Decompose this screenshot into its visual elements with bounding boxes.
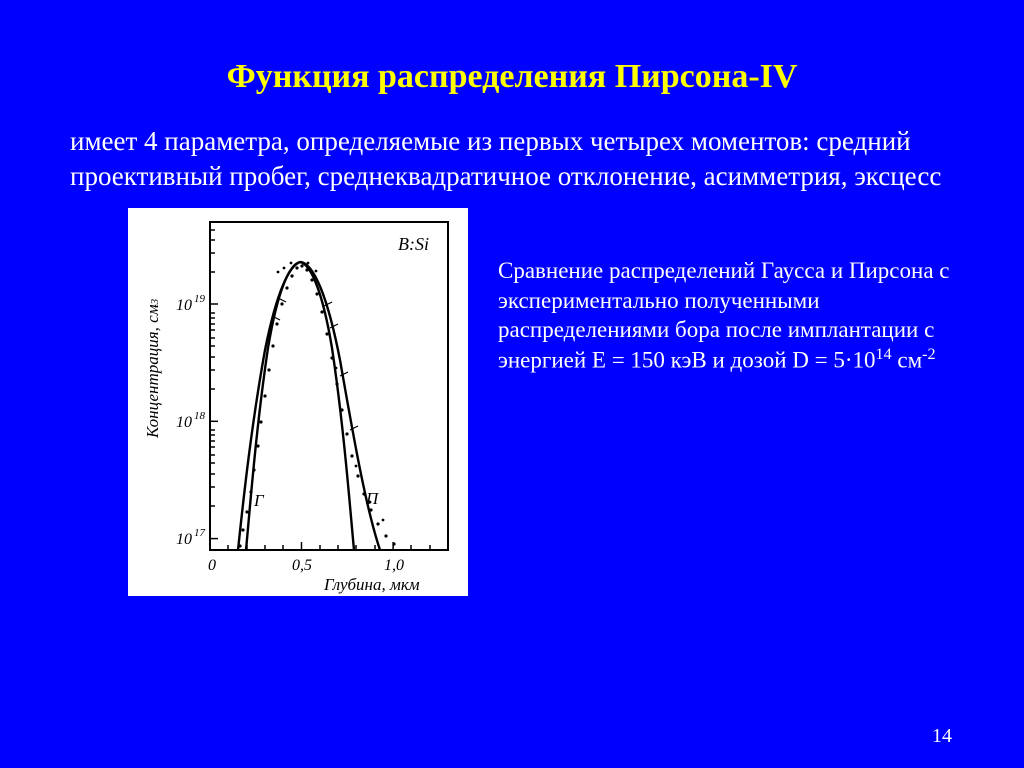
pearson-label: П bbox=[365, 489, 380, 508]
svg-text:-3: -3 bbox=[149, 299, 161, 309]
svg-text:0,5: 0,5 bbox=[292, 557, 312, 574]
figure-annotation: B:Si bbox=[398, 234, 429, 254]
figure-caption: Сравнение распределений Гаусса и Пирсона… bbox=[468, 208, 1024, 374]
gaussian-label: Г bbox=[253, 491, 265, 510]
svg-text:17: 17 bbox=[194, 527, 206, 539]
x-axis-label: Глубина, мкм bbox=[323, 575, 420, 594]
svg-text:10: 10 bbox=[176, 297, 192, 314]
svg-text:18: 18 bbox=[194, 410, 206, 422]
content-row: B:Si bbox=[0, 194, 1024, 596]
slide-title: Функция распределения Пирсона-IV bbox=[0, 0, 1024, 96]
distribution-figure: B:Si bbox=[128, 208, 468, 596]
figure-container: B:Si bbox=[0, 208, 468, 596]
svg-text:19: 19 bbox=[194, 293, 206, 305]
svg-text:1,0: 1,0 bbox=[384, 557, 404, 574]
intro-text: имеет 4 параметра, определяемые из первы… bbox=[0, 96, 1024, 194]
page-number: 14 bbox=[932, 725, 952, 748]
svg-text:10: 10 bbox=[176, 414, 192, 431]
svg-text:10: 10 bbox=[176, 531, 192, 548]
y-axis-label: Концентрация, см bbox=[143, 304, 162, 439]
svg-text:0: 0 bbox=[208, 557, 216, 574]
